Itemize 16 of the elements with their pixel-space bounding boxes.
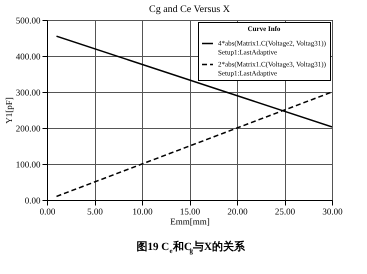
x-tick-label: 15.00 [180, 206, 201, 216]
y-tick-label: 200.00 [16, 124, 41, 134]
y-axis-title: Y1[pF] [4, 97, 14, 124]
y-tick-label: 0.00 [24, 196, 41, 206]
chart-title: Cg and Ce Versus X [149, 4, 231, 15]
x-tick-label: 0.00 [40, 206, 56, 216]
x-tick-label: 5.00 [87, 206, 104, 216]
y-tick-label: 400.00 [16, 52, 41, 62]
x-tick-label: 20.00 [227, 206, 248, 216]
y-tick-label: 300.00 [16, 88, 41, 98]
x-axis-title: Emm[mm] [170, 216, 210, 226]
y-tick-label: 500.00 [16, 16, 41, 26]
y-tick-label: 100.00 [16, 160, 41, 170]
x-tick-label: 10.00 [132, 206, 154, 216]
x-tick-label: 30.00 [322, 206, 344, 216]
x-tick-label: 25.00 [274, 206, 296, 216]
